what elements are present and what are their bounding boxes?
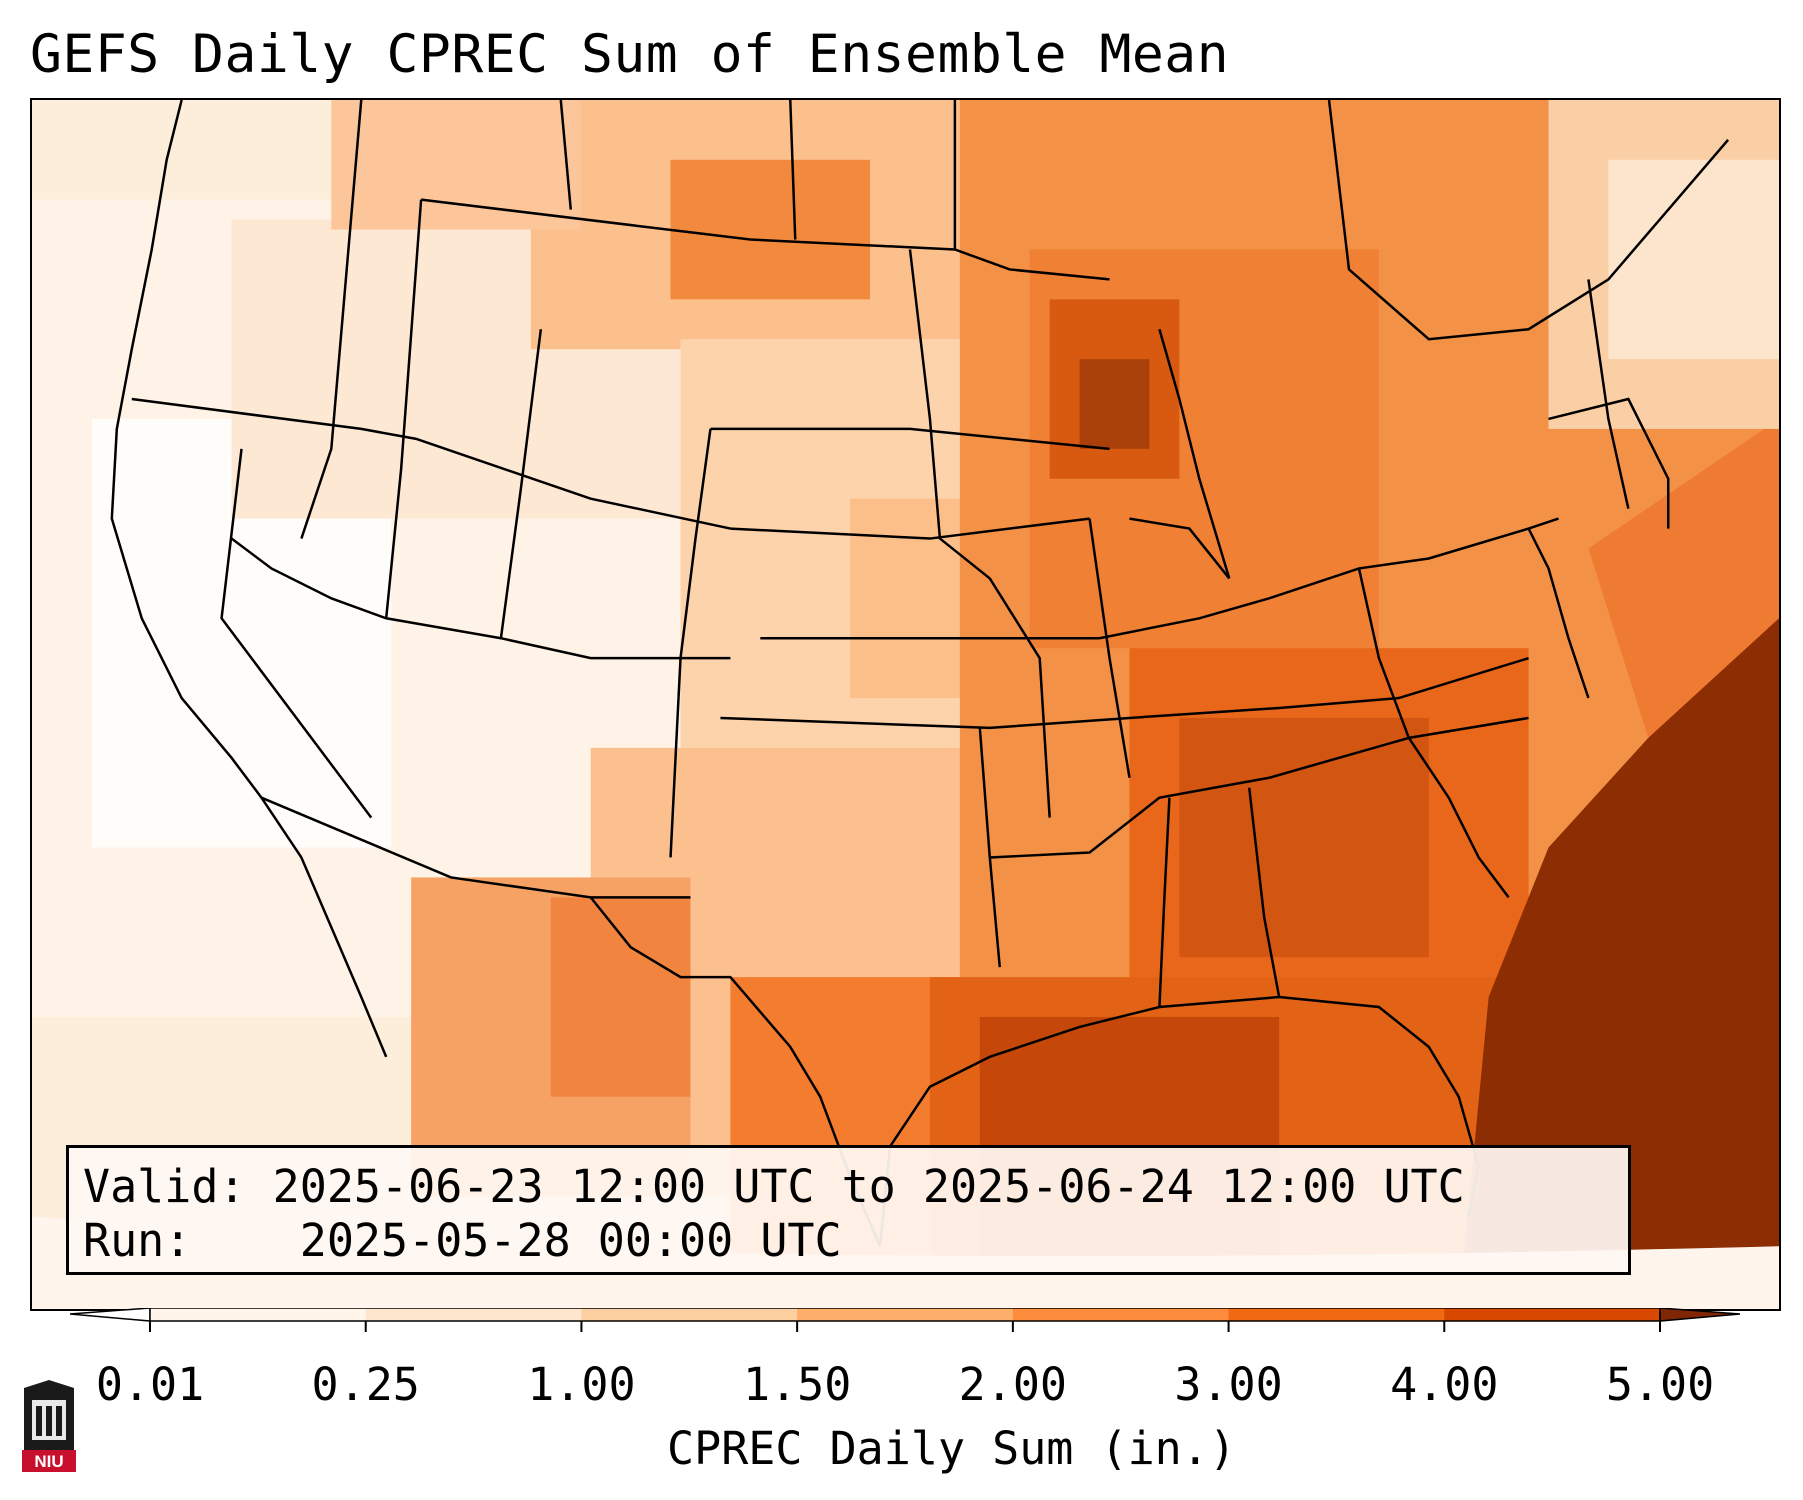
valid-label: Valid: [83,1160,246,1213]
map-title: GEFS Daily CPREC Sum of Ensemble Mean [30,24,1230,85]
colorbar-label: CPREC Daily Sum (in.) [667,1422,1236,1475]
colorbar-tick-label: 1.50 [742,1358,852,1411]
colorbar-ticks [149,1321,1661,1332]
colorbar-segment [581,1308,798,1321]
colorbar-segment [1012,1308,1230,1321]
precip-map [30,98,1781,1311]
valid-run-info-box: Valid: 2025-06-23 12:00 UTC to 2025-06-2… [66,1145,1631,1275]
run-label: Run: [83,1214,192,1267]
colorbar-tick-label: 3.00 [1174,1358,1283,1411]
colorbar-tick-label: 5.00 [1605,1358,1715,1411]
niu-logo-icon: NIU [22,1380,76,1472]
colorbar-segment [150,1308,367,1321]
colorbar-segment [797,1308,1014,1321]
colorbar-outline [149,1308,1661,1322]
colorbar-over-arrow [1659,1308,1741,1322]
colorbar-tick-label: 2.00 [958,1358,1068,1411]
colorbar-under-arrow [70,1308,151,1322]
colorbar-segment [365,1308,582,1321]
logo-text: NIU [34,1452,63,1471]
colorbar-tick-label: 1.00 [527,1358,636,1411]
colorbar-tick-label: 0.01 [95,1358,205,1411]
colorbar-segment [1228,1308,1445,1321]
colorbar-segment [1444,1308,1661,1321]
colorbar [70,1308,1741,1332]
run-time: 2025-05-28 00:00 UTC [299,1214,842,1267]
colorbar-tick-label: 0.25 [311,1358,420,1411]
valid-time-range: 2025-06-23 12:00 UTC to 2025-06-24 12:00… [272,1160,1465,1213]
colorbar-segments [150,1308,1661,1321]
precip-map-canvas [32,100,1779,1309]
colorbar-tick-label: 4.00 [1390,1358,1499,1411]
